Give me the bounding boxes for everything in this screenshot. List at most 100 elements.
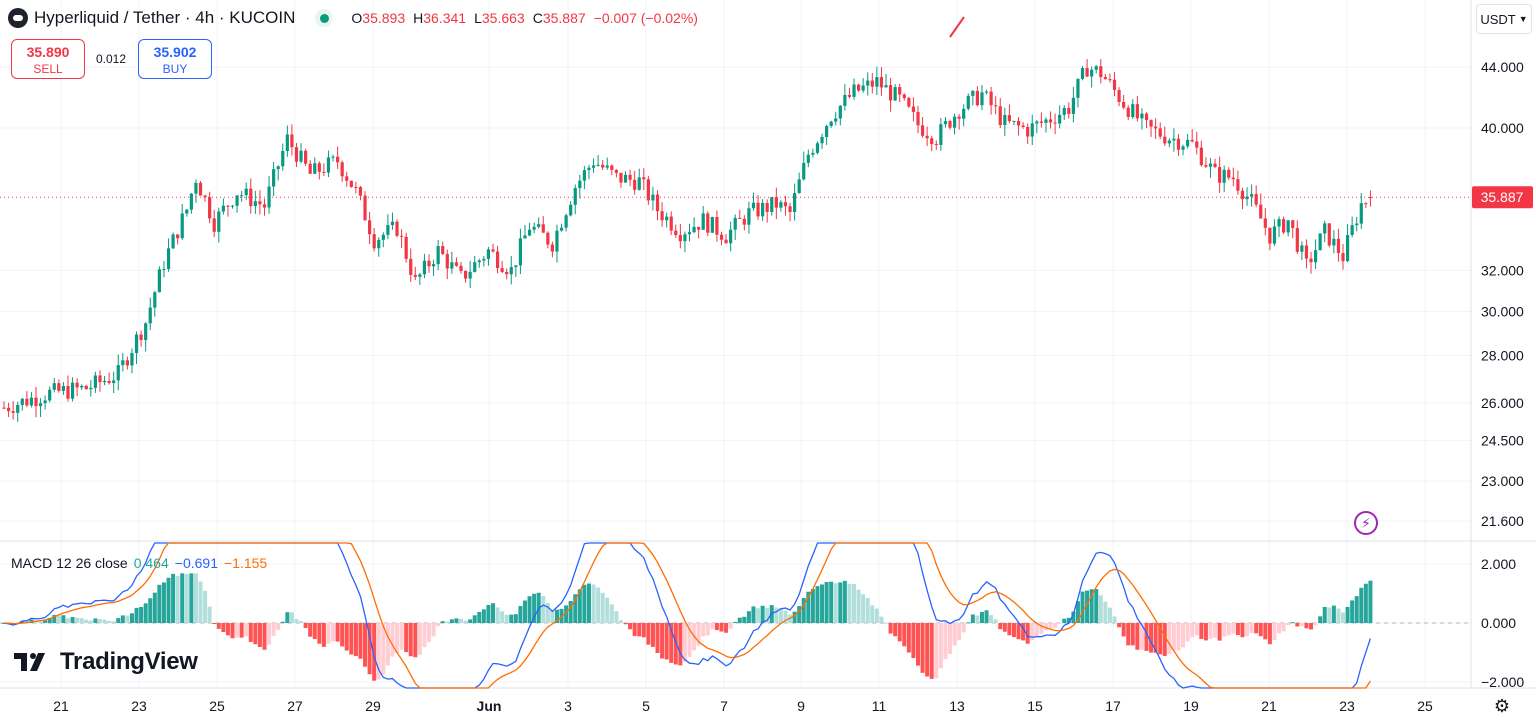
macd-histogram-bar <box>623 623 628 625</box>
candle-body <box>674 230 678 236</box>
candle-body <box>1309 258 1313 263</box>
macd-histogram-bar <box>257 623 262 647</box>
candle-body <box>1154 126 1158 129</box>
macd-histogram-bar <box>1039 623 1044 634</box>
macd-histogram-bar <box>893 623 898 637</box>
macd-histogram-bar <box>719 623 724 632</box>
ohlc-change: −0.007 (−0.02%) <box>593 10 698 26</box>
candle-body <box>198 182 203 196</box>
candle-body <box>1231 177 1235 180</box>
macd-histogram-bar <box>52 615 57 623</box>
macd-histogram-bar <box>1135 623 1140 650</box>
candle-body <box>1295 227 1299 252</box>
time-axis-label: 25 <box>209 698 225 714</box>
macd-histogram-bar <box>1153 623 1158 653</box>
macd-histogram-bar <box>399 623 404 650</box>
macd-histogram-bar <box>513 614 518 623</box>
tradingview-logo-icon <box>14 653 45 671</box>
candle-body <box>939 124 943 145</box>
candle-body <box>811 152 815 155</box>
macd-histogram-bar <box>609 604 614 623</box>
macd-histogram-bar <box>395 623 400 654</box>
macd-legend[interactable]: MACD 12 26 close 0.464 −0.691 −1.155 <box>11 555 267 571</box>
candle-body <box>582 170 586 181</box>
macd-histogram-bar <box>340 623 345 647</box>
ohlc-close-value: 35.887 <box>542 10 586 26</box>
symbol-title[interactable]: Hyperliquid / Tether · 4h · KUCOIN <box>34 8 296 27</box>
macd-histogram-bar <box>856 589 861 623</box>
candle-body <box>619 172 623 183</box>
macd-histogram-bar <box>641 623 646 638</box>
time-axis-label: 5 <box>642 698 650 714</box>
macd-histogram-bar <box>1190 623 1195 638</box>
macd-histogram-bar <box>436 623 441 627</box>
market-status-icon[interactable] <box>315 9 334 27</box>
macd-histogram-bar <box>568 600 573 623</box>
candle-body <box>166 248 171 270</box>
candle-body <box>1364 203 1368 205</box>
macd-histogram-bar <box>509 614 514 623</box>
macd-histogram-bar <box>1258 623 1263 637</box>
macd-histogram-bar <box>1194 623 1199 636</box>
candle-body <box>1117 90 1121 102</box>
candle-body <box>203 195 207 198</box>
candle-body <box>368 220 372 235</box>
macd-histogram-bar <box>417 623 422 655</box>
candle-body <box>230 205 235 207</box>
candle-body <box>1149 120 1153 127</box>
macd-histogram-bar <box>299 621 304 623</box>
candle-body <box>1071 97 1075 114</box>
macd-histogram-bar <box>888 623 893 634</box>
macd-histogram-bar <box>833 583 838 623</box>
macd-histogram-bar <box>906 623 911 653</box>
candle-body <box>349 180 353 188</box>
gear-icon[interactable]: ⚙ <box>1493 695 1511 716</box>
macd-histogram-bar <box>203 590 208 623</box>
macd-histogram-bar <box>166 577 171 623</box>
macd-histogram-bar <box>427 623 432 642</box>
macd-histogram-bar <box>1313 623 1318 626</box>
candle-body <box>888 85 893 101</box>
candle-body <box>1012 120 1016 122</box>
macd-histogram-bar <box>70 617 75 623</box>
candle-body <box>898 87 902 95</box>
candle-body <box>43 400 47 404</box>
candle-body <box>642 177 646 180</box>
macd-histogram-bar <box>1021 623 1026 641</box>
macd-histogram-bar <box>1030 623 1035 641</box>
macd-histogram-bar <box>1181 623 1186 648</box>
macd-line-value: −0.691 <box>174 555 218 571</box>
candle-body <box>148 307 152 324</box>
candle-body <box>102 380 107 383</box>
macd-histogram-bar <box>358 623 363 659</box>
macd-axis-label: −2.000 <box>1481 674 1524 690</box>
candle-body <box>1286 220 1290 233</box>
candle-body <box>66 386 70 399</box>
candle-body <box>1163 136 1167 144</box>
candle-body <box>692 226 696 233</box>
candle-body <box>217 211 221 232</box>
candle-body <box>1172 138 1176 141</box>
candle-body <box>285 134 289 151</box>
macd-histogram-bar <box>43 620 48 623</box>
candle-body <box>966 95 970 109</box>
macd-histogram-bar <box>1162 623 1167 656</box>
buy-button[interactable]: 35.902 BUY <box>138 39 212 79</box>
macd-histogram-bar <box>1144 623 1149 651</box>
currency-select[interactable]: USDT ▼ <box>1476 4 1532 34</box>
macd-histogram-bar <box>1345 606 1350 623</box>
tradingview-logo[interactable]: TradingView <box>14 648 198 676</box>
macd-histogram-bar <box>564 605 569 623</box>
macd-histogram-bar <box>1245 623 1250 637</box>
macd-histogram-bar <box>1171 623 1176 651</box>
candle-body <box>879 77 884 88</box>
candle-body <box>1044 119 1048 123</box>
macd-histogram-bar <box>1295 623 1300 627</box>
sell-button[interactable]: 35.890 SELL <box>11 39 85 79</box>
candle-body <box>916 111 920 126</box>
time-axis-label: 23 <box>131 698 147 714</box>
macd-histogram-bar <box>262 623 267 650</box>
macd-histogram-bar <box>861 594 866 623</box>
lightning-bolt-icon[interactable]: ⚡ <box>1354 511 1378 535</box>
